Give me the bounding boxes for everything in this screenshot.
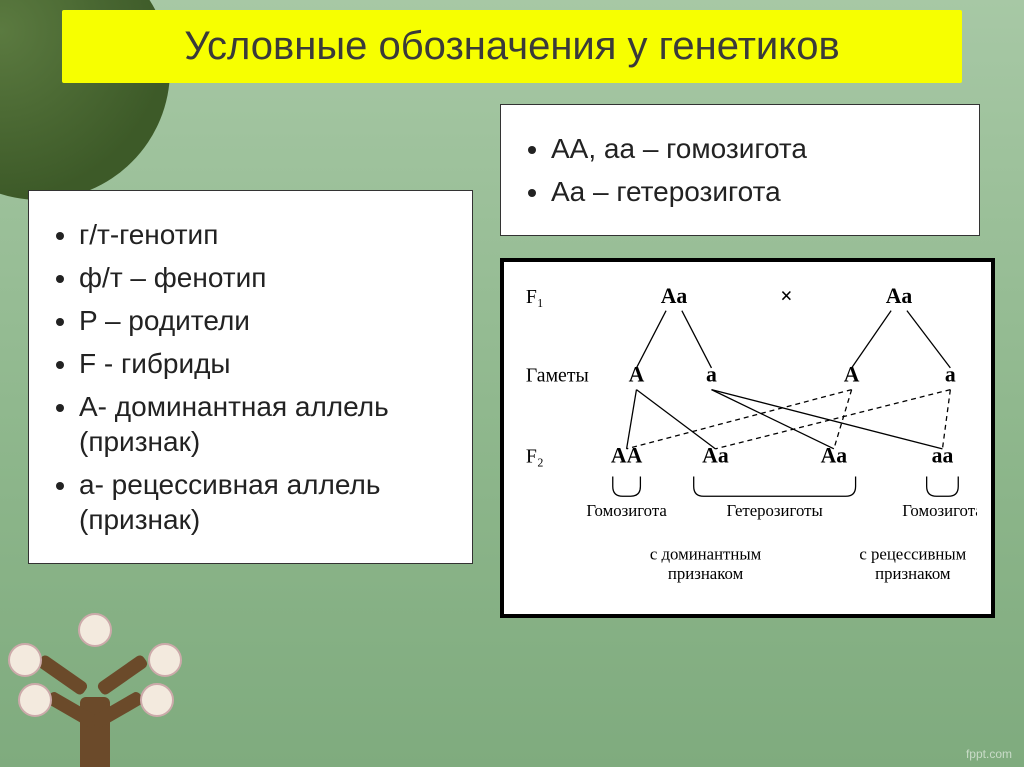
edge-dashed [715,390,950,449]
list-item: P – родители [79,303,450,338]
caption: признаком [668,564,744,583]
bracket [613,476,641,496]
f1-parent-left: Aa [661,284,688,308]
edge [627,390,637,449]
bracket [694,476,856,496]
caption: с рецессивным [859,544,966,563]
cross-svg: F₁ Гаметы F₂ Aa Aa × A a A a AA Aa Aa aa [518,274,977,602]
bracket-label: Гомозигота [586,501,667,520]
edge-dashed [627,390,852,449]
label-f2: F₂ [526,446,544,468]
bracket [927,476,959,496]
legend-box: г/т-генотип ф/т – фенотип P – родители F… [28,190,473,564]
list-item: ф/т – фенотип [79,260,450,295]
bracket-label: Гетерозиготы [727,501,823,520]
gamete: a [706,363,717,387]
list-item: A- доминантная аллель (признак) [79,389,450,459]
edge-dashed [834,390,852,449]
monohybrid-cross-diagram: F₁ Гаметы F₂ Aa Aa × A a A a AA Aa Aa aa [500,258,995,618]
list-item: г/т-генотип [79,217,450,252]
edge [907,311,950,368]
list-item: a- рецессивная аллель (признак) [79,467,450,537]
edge [682,311,712,368]
f2-genotype: Aa [702,444,729,468]
edge [636,311,666,368]
f1-parent-right: Aa [886,284,913,308]
gamete: a [945,363,956,387]
caption: признаком [875,564,951,583]
list-item: Aa – гетерозигота [551,174,957,209]
f2-genotype: AA [611,444,643,468]
page-title: Условные обозначения у генетиков [62,10,962,83]
gamete: A [844,363,860,387]
edge [636,390,715,449]
edge-dashed [942,390,950,449]
footer-credit: fppt.com [966,747,1012,761]
f2-genotype: aa [932,444,954,468]
zygosity-box: AA, aa – гомозигота Aa – гетерозигота [500,104,980,236]
list-item: AA, aa – гомозигота [551,131,957,166]
edge [711,390,942,449]
edge [852,311,891,368]
list-item: F - гибриды [79,346,450,381]
gamete: A [629,363,645,387]
caption: с доминантным [650,544,762,563]
decorative-tree [0,557,210,767]
label-f1: F₁ [526,286,544,308]
bracket-label: Гомозигота [902,501,977,520]
label-gametes: Гаметы [526,365,589,387]
f2-genotype: Aa [821,444,848,468]
cross-symbol: × [780,284,792,308]
